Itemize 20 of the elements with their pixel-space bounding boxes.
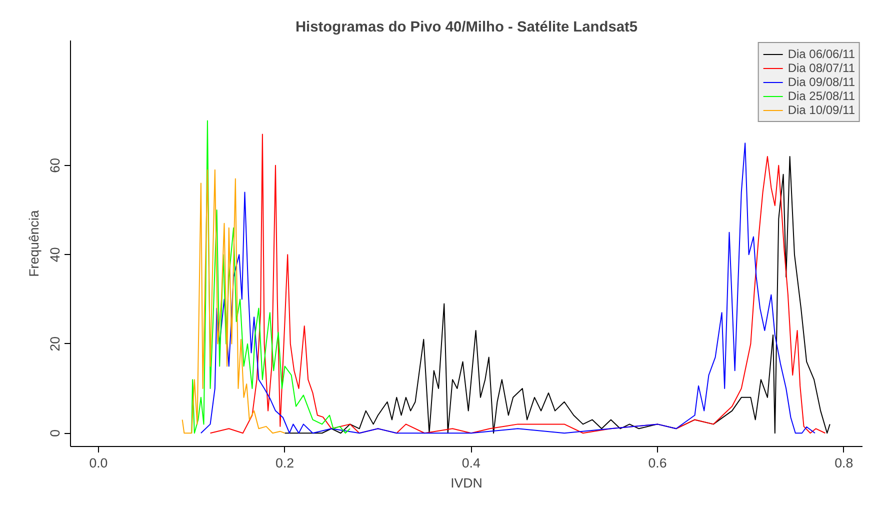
y-tick-label: 60 xyxy=(48,158,62,173)
legend-label: Dia 25/08/11 xyxy=(788,89,855,103)
x-tick-label: 0.4 xyxy=(462,456,482,470)
y-tick-label: 0 xyxy=(48,429,62,437)
line-series xyxy=(284,156,830,434)
legend-label: Dia 09/08/11 xyxy=(788,75,855,89)
x-tick-label: 0.8 xyxy=(834,456,854,470)
line-series xyxy=(191,120,351,434)
legend-label: Dia 06/06/11 xyxy=(788,47,855,61)
legend-label: Dia 08/07/11 xyxy=(788,61,855,75)
y-tick-label: 20 xyxy=(48,336,62,352)
y-tick-label: 40 xyxy=(48,247,62,262)
chart-title: Histogramas do Pivo 40/Milho - Satélite Landsat5 xyxy=(295,20,638,36)
x-tick-label: 0.0 xyxy=(89,456,108,470)
line-series xyxy=(182,169,286,434)
legend-label: Dia 10/09/11 xyxy=(788,103,855,117)
x-tick-label: 0.2 xyxy=(276,456,294,470)
y-axis-title: Frequência xyxy=(26,210,42,277)
x-axis-title: IVDN xyxy=(450,476,482,490)
x-tick-label: 0.6 xyxy=(648,456,667,470)
